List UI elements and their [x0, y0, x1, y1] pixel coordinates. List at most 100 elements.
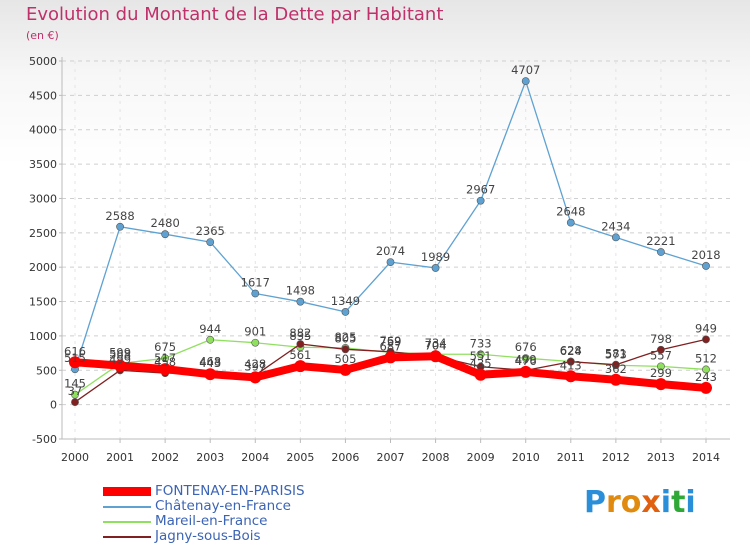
data-label: 299 — [650, 366, 672, 380]
legend-label-jagny: Jagny-sous-Bois — [155, 528, 261, 544]
data-point — [609, 373, 622, 386]
data-point — [114, 359, 127, 372]
data-label: 468 — [199, 354, 221, 368]
legend-item-mareil: Mareil-en-France — [103, 513, 363, 530]
data-label: 769 — [380, 334, 402, 348]
legend-label-chatenay: Châtenay-en-France — [155, 498, 291, 514]
data-point — [702, 335, 710, 344]
data-label: 515 — [64, 351, 86, 365]
data-label: 734 — [425, 336, 447, 350]
data-label: 2074 — [376, 244, 405, 258]
legend-swatch-jagny — [103, 536, 151, 538]
data-point — [384, 351, 397, 364]
data-label: 825 — [334, 330, 356, 344]
data-point — [521, 77, 530, 86]
data-label: 2967 — [466, 183, 495, 197]
data-label: 362 — [605, 362, 627, 376]
data-point — [700, 381, 712, 394]
data-point — [657, 345, 665, 354]
x-tick-label: 2002 — [151, 451, 179, 464]
data-label: 413 — [560, 358, 582, 372]
data-label: 573 — [605, 347, 627, 361]
data-label: 805 — [334, 331, 356, 345]
legend-item-chatenay: Châtenay-en-France — [103, 498, 363, 515]
x-tick-label: 2010 — [512, 451, 540, 464]
data-label: 561 — [289, 348, 311, 362]
data-label: 243 — [695, 370, 717, 384]
data-label: 616 — [64, 344, 86, 358]
data-point — [206, 335, 215, 344]
x-tick-label: 2009 — [467, 451, 495, 464]
data-label: 1498 — [286, 284, 315, 298]
proxiti-logo: Proxiti — [584, 485, 696, 520]
data-point — [386, 258, 395, 266]
legend-swatch-chatenay — [103, 506, 151, 508]
x-tick-label: 2005 — [286, 451, 314, 464]
data-label: 733 — [470, 336, 492, 350]
data-label: 2648 — [556, 205, 585, 219]
legend-label-mareil: Mareil-en-France — [155, 513, 268, 529]
data-point — [611, 233, 620, 242]
data-label: 901 — [244, 325, 266, 339]
data-label: 704 — [425, 338, 447, 352]
x-tick-label: 2000 — [61, 451, 89, 464]
y-tick-label: 1500 — [29, 296, 57, 309]
x-tick-label: 2001 — [106, 451, 134, 464]
data-point — [339, 363, 352, 376]
data-label: 1989 — [421, 250, 450, 264]
data-label: 557 — [650, 348, 672, 362]
data-label: 581 — [605, 347, 627, 361]
logo-letter: t — [671, 485, 686, 520]
data-label: 512 — [695, 351, 717, 365]
logo-letter: i — [660, 485, 672, 520]
data-label: 568 — [109, 348, 131, 362]
y-tick-label: 3000 — [29, 192, 57, 205]
data-label: 499 — [109, 352, 131, 366]
data-label: 944 — [199, 322, 221, 336]
x-tick-label: 2003 — [196, 451, 224, 464]
x-tick-label: 2004 — [241, 451, 269, 464]
data-label: 397 — [244, 359, 266, 373]
data-point — [71, 398, 79, 406]
data-label: 443 — [199, 356, 221, 370]
data-label: 675 — [154, 340, 176, 354]
data-label: 628 — [560, 343, 582, 357]
chart-title: Evolution du Montant de la Dette par Hab… — [26, 4, 444, 25]
logo-letter: o — [620, 485, 642, 520]
logo-letter: x — [641, 485, 661, 520]
data-label: 2365 — [196, 224, 225, 238]
data-point — [564, 370, 577, 383]
y-tick-label: 0 — [50, 399, 57, 412]
data-point — [341, 308, 350, 316]
y-tick-label: 2500 — [29, 227, 57, 240]
data-label: 499 — [515, 352, 537, 366]
data-label: 435 — [470, 357, 492, 371]
data-label: 687 — [380, 339, 402, 353]
data-point — [611, 360, 620, 369]
legend-swatch-mareil — [103, 521, 151, 523]
legend-swatch-fontenay — [103, 487, 151, 496]
logo-letter: P — [584, 485, 606, 520]
data-label: 1349 — [331, 294, 360, 308]
logo-letter: r — [606, 485, 621, 520]
data-label: 949 — [695, 321, 717, 335]
chart-legend: FONTENAY-EN-PARISIS Châtenay-en-France M… — [103, 483, 363, 545]
data-point — [657, 248, 665, 256]
data-point — [69, 356, 81, 369]
data-label: 2018 — [691, 248, 720, 262]
data-point — [654, 378, 667, 391]
y-tick-label: 500 — [36, 364, 57, 377]
data-label: 759 — [380, 334, 402, 348]
y-tick-label: 1000 — [29, 330, 57, 343]
data-point — [249, 371, 262, 384]
logo-letter: i — [685, 485, 696, 520]
data-point — [521, 354, 530, 363]
data-label: 1617 — [241, 276, 270, 290]
data-label: 2480 — [151, 216, 180, 230]
data-point — [341, 345, 350, 354]
data-point — [476, 350, 485, 359]
data-point — [474, 368, 487, 381]
data-label: 428 — [244, 357, 266, 371]
